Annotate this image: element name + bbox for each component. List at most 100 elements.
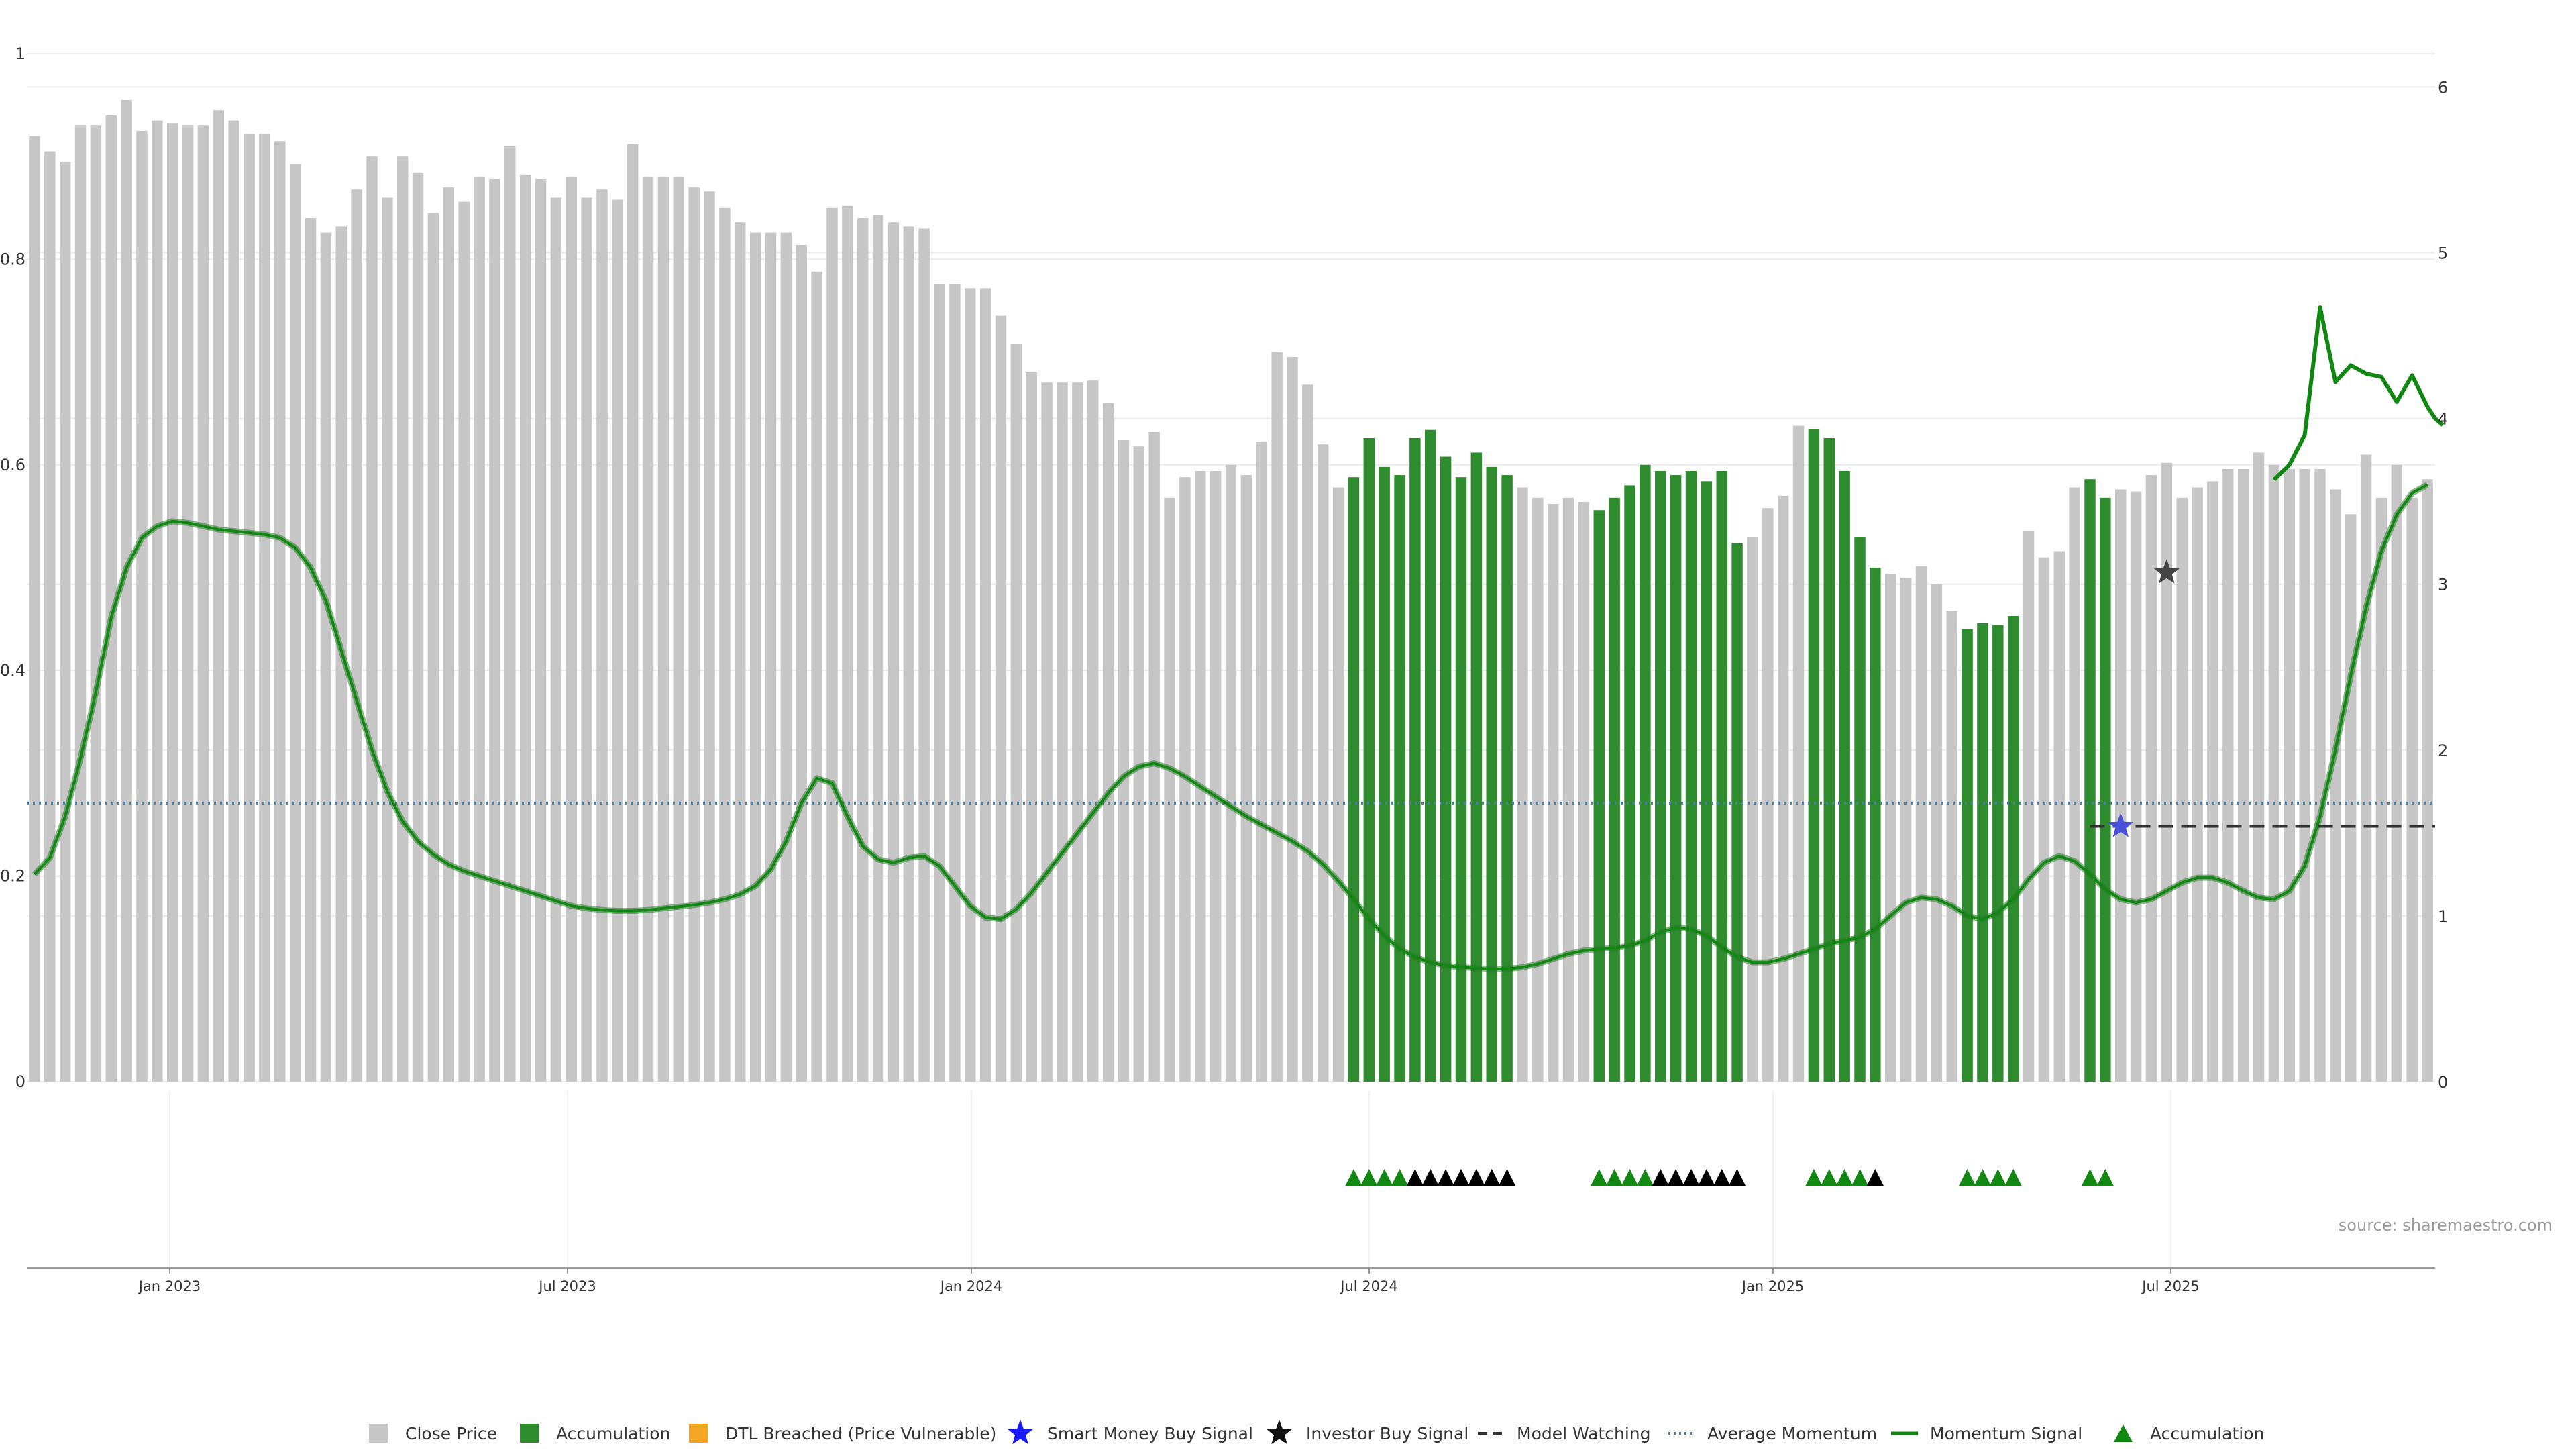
smart-money-buy-star bbox=[2108, 813, 2134, 837]
close-price-bar bbox=[1762, 508, 1774, 1082]
close-price-bar bbox=[704, 191, 715, 1082]
close-price-bar bbox=[1578, 501, 1590, 1082]
legend: Close Price Accumulation DTL Breached (Pri… bbox=[369, 1420, 2264, 1445]
close-price-bar bbox=[1747, 537, 1758, 1082]
close-price-bar bbox=[2284, 468, 2295, 1082]
close-price-bar bbox=[1271, 352, 1283, 1082]
accumulation-bar bbox=[1363, 437, 1375, 1082]
right-axis-tick-label: 0 bbox=[2438, 1073, 2448, 1092]
close-price-bar bbox=[1792, 425, 1805, 1082]
close-price-bar bbox=[550, 197, 562, 1082]
close-price-bar bbox=[612, 199, 623, 1082]
investor-triangle bbox=[1652, 1169, 1670, 1186]
close-price-bar bbox=[2268, 464, 2280, 1082]
legend-label: Accumulation bbox=[556, 1424, 670, 1443]
x-axis-tick-label: Jul 2025 bbox=[2141, 1278, 2199, 1294]
close-price-bar bbox=[811, 271, 822, 1082]
accumulation-bar bbox=[1716, 470, 1727, 1082]
accumulation-triangle bbox=[1590, 1169, 1608, 1186]
source-note: source: sharemaestro.com bbox=[2339, 1216, 2553, 1235]
accumulation-triangle bbox=[1375, 1169, 1393, 1186]
close-price-bar bbox=[74, 125, 87, 1082]
legend-label: Accumulation bbox=[2150, 1424, 2264, 1443]
accumulation-bar bbox=[1593, 510, 1605, 1082]
right-axis-tick-label: 2 bbox=[2438, 741, 2448, 760]
accumulation-bar bbox=[1731, 543, 1743, 1082]
close-price-bar bbox=[749, 232, 761, 1082]
close-price-bar bbox=[1026, 372, 1037, 1082]
close-price-bar bbox=[1885, 574, 1896, 1082]
accumulation-bar bbox=[1425, 429, 1436, 1082]
close-price-bar bbox=[351, 189, 362, 1082]
accumulation-bar bbox=[1962, 629, 1973, 1082]
axis-layer: 0 0.2 0.4 0.6 0.8 1 0 1 2 3 4 5 6 Jan 2023 Jul 2023 Jan… bbox=[0, 44, 2448, 1294]
investor-triangle bbox=[1406, 1169, 1424, 1186]
legend-star bbox=[1267, 1420, 1292, 1445]
legend-item: Close Price bbox=[369, 1424, 497, 1443]
close-price-bar bbox=[627, 144, 639, 1082]
investor-triangle bbox=[1713, 1169, 1731, 1186]
close-price-bar bbox=[244, 134, 255, 1082]
accumulation-bar bbox=[2100, 497, 2111, 1082]
close-price-bar bbox=[1010, 344, 1022, 1082]
accumulation-bar bbox=[1609, 497, 1620, 1082]
investor-triangle bbox=[1452, 1169, 1470, 1186]
close-price-bar bbox=[182, 125, 194, 1082]
close-price-bar bbox=[1302, 384, 1313, 1082]
close-price-bar bbox=[842, 205, 853, 1082]
x-axis-tick-label: Jan 2024 bbox=[939, 1278, 1003, 1294]
close-price-bar bbox=[1256, 442, 1267, 1082]
accumulation-triangle bbox=[1820, 1169, 1838, 1186]
close-price-bar bbox=[1931, 584, 1943, 1082]
close-price-bar bbox=[657, 176, 669, 1082]
close-price-bar bbox=[934, 284, 945, 1082]
close-price-bar bbox=[965, 288, 976, 1082]
investor-triangle bbox=[1437, 1169, 1455, 1186]
close-price-bar bbox=[1210, 470, 1222, 1082]
accumulation-bar bbox=[1624, 485, 1635, 1082]
close-price-bar bbox=[1317, 444, 1329, 1082]
close-price-bar bbox=[1532, 497, 1544, 1082]
left-axis-tick-label: 0 bbox=[15, 1072, 25, 1091]
accumulation-triangle bbox=[1391, 1169, 1409, 1186]
right-axis-tick-label: 4 bbox=[2438, 410, 2448, 429]
left-axis-tick-label: 1 bbox=[15, 44, 25, 63]
accumulation-bar bbox=[1348, 477, 1360, 1082]
close-price-bar bbox=[765, 232, 777, 1082]
accumulation-bar bbox=[1379, 466, 1390, 1082]
close-price-bar bbox=[320, 232, 332, 1082]
close-price-bar bbox=[2038, 557, 2050, 1082]
accumulation-triangle bbox=[1360, 1169, 1378, 1186]
investor-triangle bbox=[1682, 1169, 1700, 1186]
accumulation-bar bbox=[1977, 623, 1988, 1082]
close-price-bar bbox=[2253, 452, 2265, 1082]
close-price-bar bbox=[443, 187, 455, 1082]
legend-swatch bbox=[689, 1424, 708, 1443]
investor-triangle bbox=[1483, 1169, 1501, 1186]
investor-triangle bbox=[1498, 1169, 1516, 1186]
close-price-bar bbox=[2192, 487, 2203, 1082]
accumulation-triangle bbox=[1835, 1169, 1854, 1186]
x-axis-tick-label: Jul 2023 bbox=[537, 1278, 596, 1294]
close-price-bar bbox=[2145, 475, 2157, 1082]
close-price-bar bbox=[412, 172, 424, 1082]
legend-star bbox=[1008, 1420, 1033, 1445]
close-price-bar bbox=[1057, 382, 1068, 1082]
close-price-bar bbox=[259, 134, 270, 1082]
close-price-bar bbox=[1118, 440, 1130, 1082]
accumulation-bar bbox=[1701, 481, 1713, 1082]
close-price-bar bbox=[458, 201, 470, 1082]
close-price-bar bbox=[2422, 479, 2433, 1082]
close-price-bar bbox=[382, 197, 393, 1082]
accumulation-bar bbox=[1394, 475, 1405, 1082]
close-price-bar bbox=[535, 178, 547, 1082]
close-price-bar bbox=[2115, 489, 2127, 1082]
close-price-bar bbox=[2130, 491, 2142, 1082]
close-price-bar bbox=[673, 176, 685, 1082]
close-price-bar bbox=[888, 222, 900, 1082]
close-price-bar bbox=[903, 226, 915, 1082]
close-price-bar bbox=[519, 174, 531, 1082]
accumulation-bar bbox=[1655, 470, 1666, 1082]
close-price-bar bbox=[105, 115, 117, 1082]
close-price-bar bbox=[949, 284, 961, 1082]
